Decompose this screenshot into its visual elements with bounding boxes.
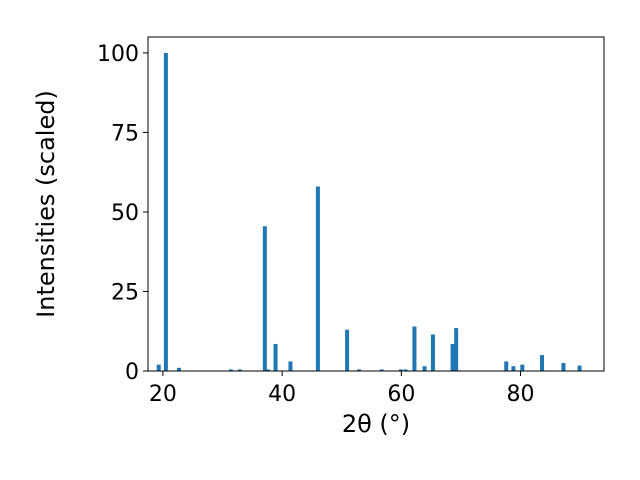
bar (454, 328, 459, 371)
bar (156, 364, 161, 371)
y-tick-label: 75 (111, 121, 139, 146)
bar (288, 361, 293, 371)
bar (520, 364, 525, 371)
bar (412, 326, 417, 371)
bar (265, 369, 270, 371)
bar (315, 186, 320, 371)
y-axis-label: Intensities (scaled) (32, 90, 60, 318)
bar (262, 226, 267, 371)
bar (379, 369, 384, 371)
bar (398, 369, 403, 371)
x-tick-label: 60 (387, 382, 415, 407)
bar (511, 366, 516, 371)
x-tick-label: 20 (149, 382, 177, 407)
bar (504, 361, 509, 371)
bar (403, 369, 408, 371)
x-axis-label: 2θ (°) (342, 410, 410, 438)
y-tick-label: 0 (125, 360, 139, 385)
y-tick-label: 50 (111, 201, 139, 226)
bar (357, 369, 362, 371)
bar (345, 329, 350, 371)
y-tick-label: 25 (111, 280, 139, 305)
bar (430, 334, 435, 371)
y-tick-label: 100 (97, 42, 139, 67)
bar (450, 343, 455, 371)
bar (163, 52, 168, 372)
x-tick-label: 80 (507, 382, 535, 407)
bar (176, 367, 181, 371)
x-tick-label: 40 (268, 382, 296, 407)
bar (577, 365, 582, 371)
bar (228, 369, 233, 371)
bar (561, 363, 566, 371)
bar (273, 343, 278, 371)
bar (237, 369, 242, 371)
bar (422, 366, 427, 371)
plot-frame (147, 36, 605, 372)
bar (540, 355, 545, 371)
